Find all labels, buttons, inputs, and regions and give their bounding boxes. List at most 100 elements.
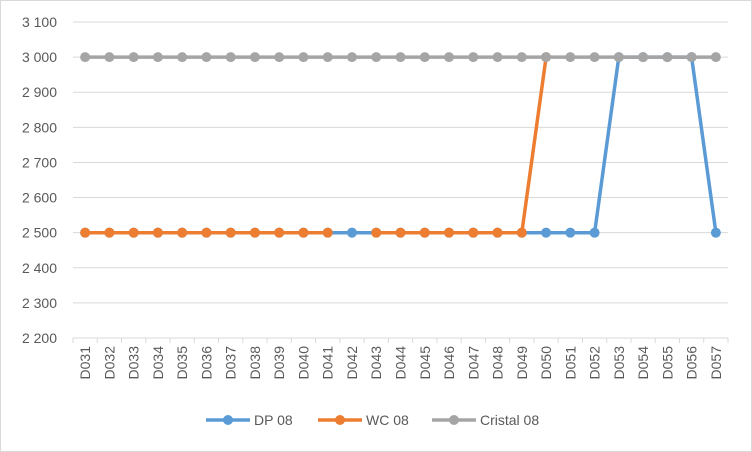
data-point	[371, 227, 382, 238]
legend-marker	[223, 415, 233, 425]
data-point	[322, 52, 333, 63]
data-point	[201, 52, 212, 63]
y-tick-label: 2 500	[22, 225, 57, 241]
x-tick-label: D034	[150, 346, 166, 380]
x-tick-label: D033	[126, 346, 142, 380]
y-tick-label: 2 400	[22, 260, 57, 276]
y-tick-label: 2 800	[22, 119, 57, 135]
data-point	[298, 52, 309, 63]
data-point	[492, 52, 503, 63]
data-point	[177, 52, 188, 63]
x-tick-label: D040	[295, 346, 311, 380]
legend-item: DP 08	[206, 412, 293, 428]
x-tick-label: D035	[174, 346, 190, 380]
x-tick-label: D039	[271, 346, 287, 380]
data-point	[468, 227, 479, 238]
data-point	[346, 227, 357, 238]
x-tick-label: D043	[368, 346, 384, 380]
data-point	[395, 52, 406, 63]
data-point	[80, 227, 91, 238]
data-point	[128, 227, 139, 238]
data-point	[468, 52, 479, 63]
data-point	[152, 52, 163, 63]
series-cristal-08	[80, 52, 721, 63]
data-point	[322, 227, 333, 238]
legend: DP 08 WC 08 Cristal 08	[206, 412, 539, 428]
data-point	[541, 227, 552, 238]
series-lines	[80, 52, 721, 238]
data-point	[274, 227, 285, 238]
y-tick-label: 3 100	[22, 14, 57, 30]
x-tick-label: D045	[417, 346, 433, 380]
y-axis: 2 200 2 300 2 400 2 500 2 600 2 700 2 800 2 900…	[22, 14, 57, 346]
data-point	[444, 227, 455, 238]
series-line	[83, 55, 718, 235]
legend-label: WC 08	[366, 412, 409, 428]
data-point	[565, 52, 576, 63]
data-point	[201, 227, 212, 238]
x-axis: D031 D032 D033 D034 D035 D036 D037 D038 D039 D040…	[72, 337, 729, 380]
x-tick-label: D056	[684, 346, 700, 380]
legend-label: Cristal 08	[480, 412, 539, 428]
x-tick-label: D054	[635, 346, 651, 380]
x-tick-label: D049	[514, 346, 530, 380]
y-tick-label: 3 000	[22, 49, 57, 65]
data-point	[565, 227, 576, 238]
data-point	[516, 52, 527, 63]
data-point	[298, 227, 309, 238]
x-tick-label: D031	[77, 346, 93, 380]
data-point	[710, 227, 721, 238]
data-point	[249, 52, 260, 63]
x-tick-label: D037	[223, 346, 239, 380]
x-tick-label: D042	[344, 346, 360, 380]
x-tick-label: D036	[198, 346, 214, 380]
series-line	[374, 55, 548, 235]
data-point	[589, 52, 600, 63]
x-tick-label: D044	[393, 346, 409, 380]
legend-item: WC 08	[318, 412, 409, 428]
data-point	[662, 52, 673, 63]
data-point	[371, 52, 382, 63]
legend-marker	[335, 415, 345, 425]
legend-marker	[449, 415, 459, 425]
y-tick-label: 2 600	[22, 190, 57, 206]
x-tick-label: D053	[611, 346, 627, 380]
x-tick-label: D050	[538, 346, 554, 380]
legend-item: Cristal 08	[432, 412, 539, 428]
data-point	[104, 52, 115, 63]
data-point	[419, 52, 430, 63]
data-point	[638, 52, 649, 63]
data-point	[516, 227, 527, 238]
data-point	[128, 52, 139, 63]
legend-label: DP 08	[254, 412, 293, 428]
y-tick-label: 2 200	[22, 330, 57, 346]
data-point	[80, 52, 91, 63]
data-point	[104, 227, 115, 238]
data-point	[589, 227, 600, 238]
x-tick-label: D055	[659, 346, 675, 380]
data-point	[613, 52, 624, 63]
data-point	[686, 52, 697, 63]
data-point	[444, 52, 455, 63]
x-tick-label: D032	[101, 346, 117, 380]
x-tick-label: D038	[247, 346, 263, 380]
series-dp-08	[80, 52, 721, 238]
data-point	[274, 52, 285, 63]
y-tick-label: 2 300	[22, 295, 57, 311]
series-wc-08	[80, 52, 552, 238]
data-point	[225, 227, 236, 238]
data-point	[177, 227, 188, 238]
data-point	[541, 52, 552, 63]
x-tick-label: D051	[562, 346, 578, 380]
data-point	[492, 227, 503, 238]
x-tick-label: D046	[441, 346, 457, 380]
data-point	[710, 52, 721, 63]
data-point	[152, 227, 163, 238]
data-point	[419, 227, 430, 238]
data-point	[249, 227, 260, 238]
data-point	[346, 52, 357, 63]
data-point	[225, 52, 236, 63]
x-tick-label: D057	[708, 346, 724, 380]
x-tick-label: D048	[490, 346, 506, 380]
